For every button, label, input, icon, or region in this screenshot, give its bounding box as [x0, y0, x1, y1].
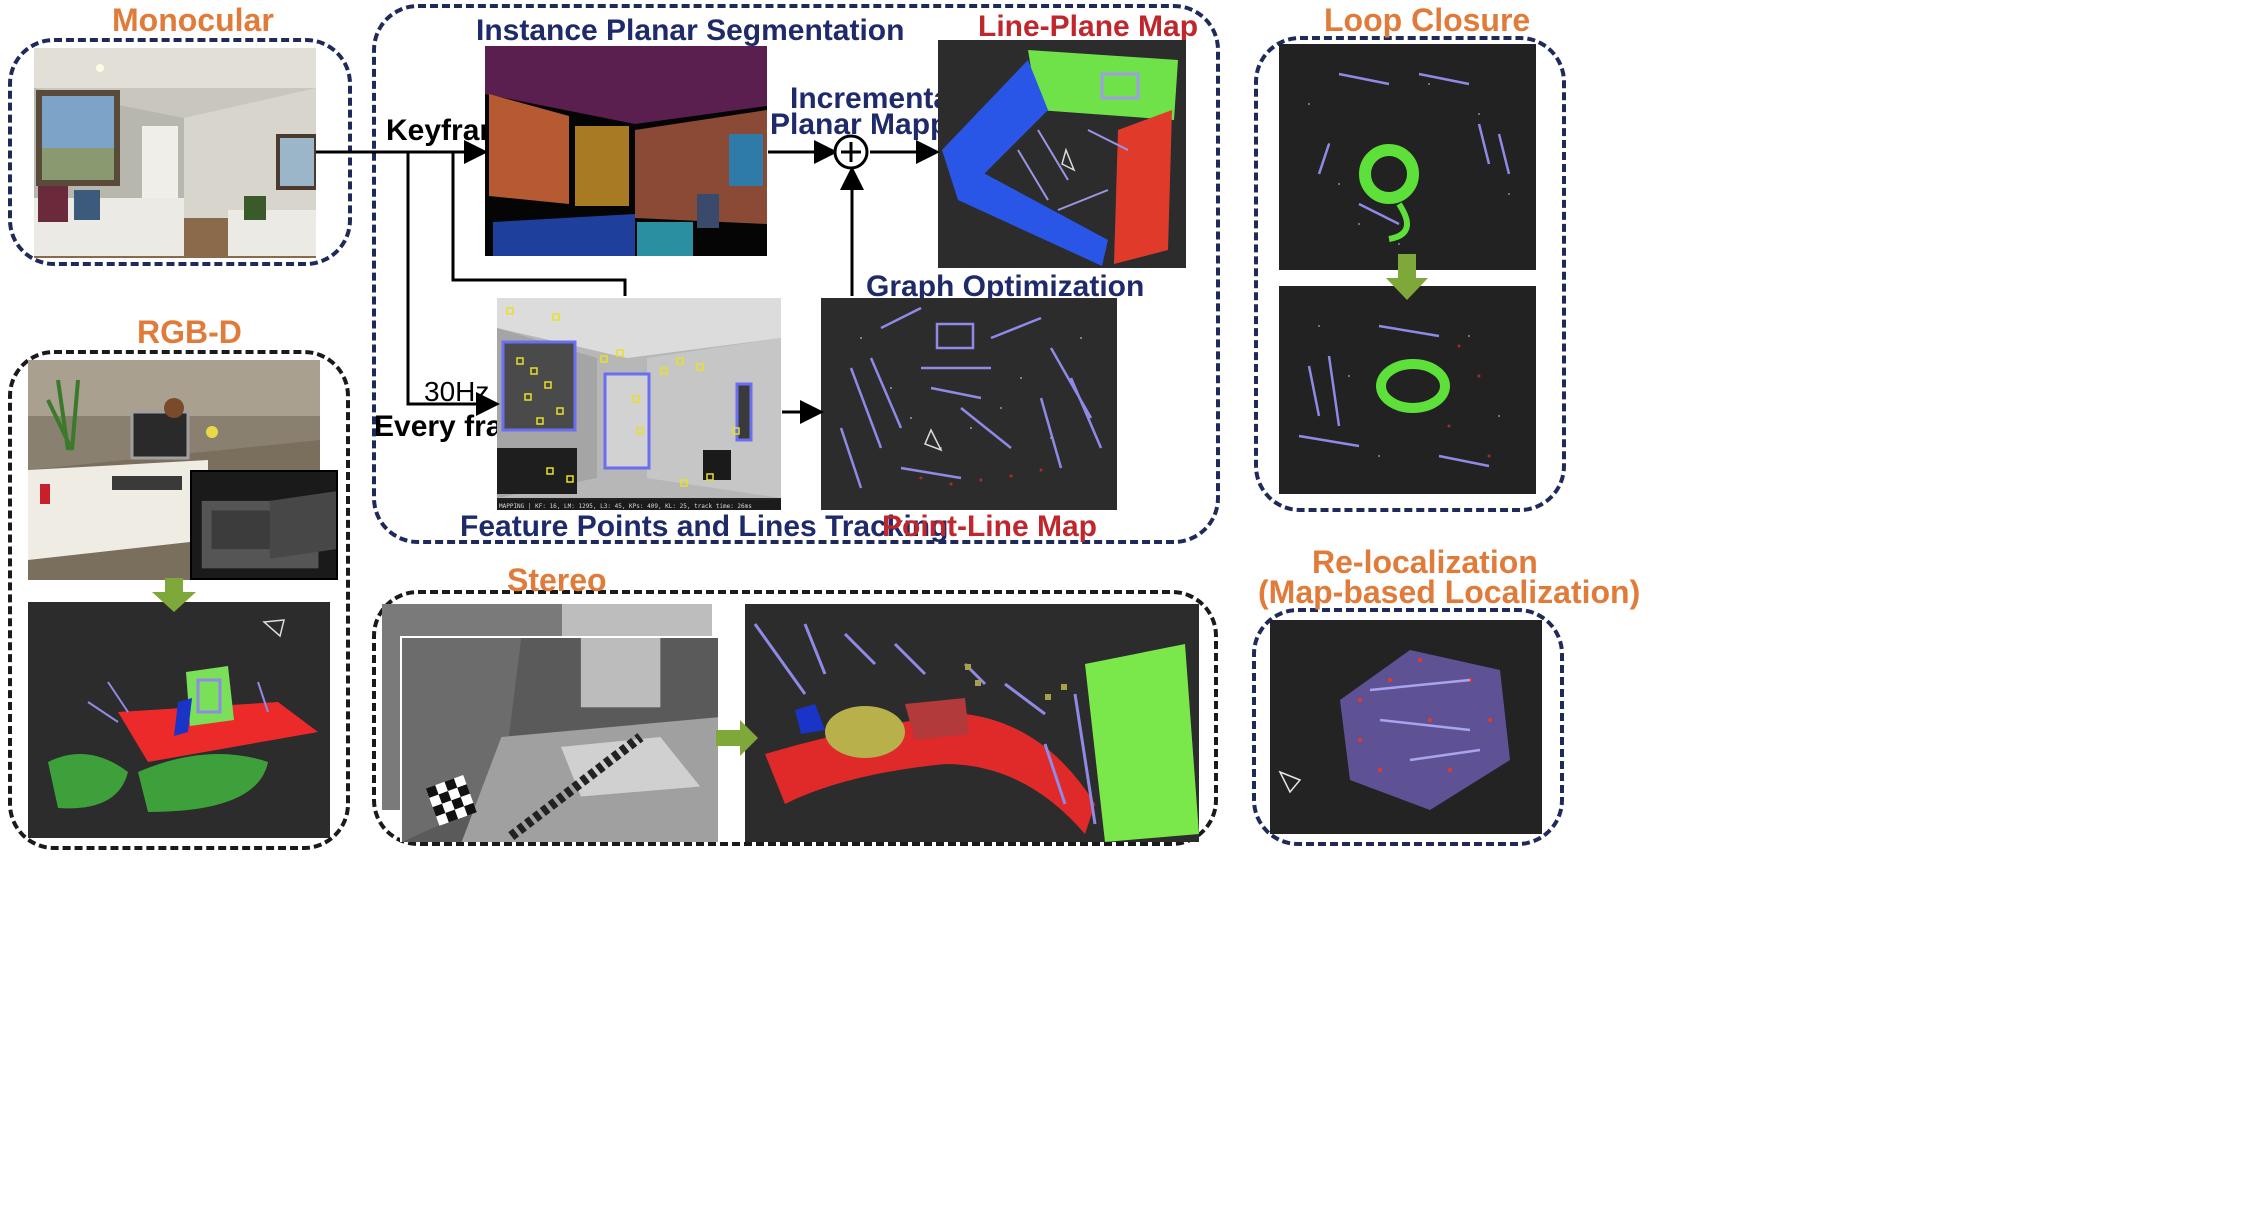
- instance-segmentation-image: [485, 46, 767, 256]
- monocular-room-image: [34, 48, 316, 258]
- relocalization-title-line2: (Map-based Localization): [1258, 574, 1641, 610]
- graph-optimization-title: Graph Optimization: [866, 270, 1145, 303]
- relocalization-box: [1252, 608, 1564, 846]
- stereo-box: [372, 590, 1218, 846]
- relocalization-image: [1270, 620, 1542, 834]
- rgbd-map-image: [28, 602, 330, 838]
- point-line-map-image: [821, 298, 1117, 510]
- stereo-map-image: [745, 604, 1199, 842]
- loop-closure-before-image: [1279, 44, 1536, 270]
- rate-label: 30Hz: [424, 376, 490, 407]
- stereo-title: Stereo: [507, 562, 607, 598]
- feature-tracking-image: MAPPING | KF: 16, LM: 1295, L3: 45, KPs:…: [497, 298, 781, 510]
- loop-closure-box: [1254, 36, 1566, 512]
- rgbd-title: RGB-D: [137, 314, 242, 350]
- loop-closure-title: Loop Closure: [1324, 2, 1531, 38]
- rgbd-depth-image: [190, 470, 338, 580]
- line-plane-map-title: Line-Plane Map: [978, 10, 1199, 43]
- relocalization-title-line1: Re-localization: [1312, 544, 1538, 580]
- feature-tracking-title: Feature Points and Lines Tracking: [460, 510, 949, 543]
- stereo-right-image-front: [400, 636, 718, 842]
- instance-segmentation-title: Instance Planar Segmentation: [476, 14, 905, 47]
- point-line-map-title: Point-Line Map: [882, 510, 1097, 543]
- rgbd-box: [8, 350, 350, 850]
- line-plane-map-image: [938, 40, 1186, 268]
- incremental-mapping-line1: Incremental: [790, 82, 959, 115]
- monocular-title: Monocular: [112, 2, 274, 38]
- loop-closure-after-image: [1279, 286, 1536, 494]
- tracking-status-text: MAPPING | KF: 16, LM: 1295, L3: 45, KPs:…: [499, 503, 752, 510]
